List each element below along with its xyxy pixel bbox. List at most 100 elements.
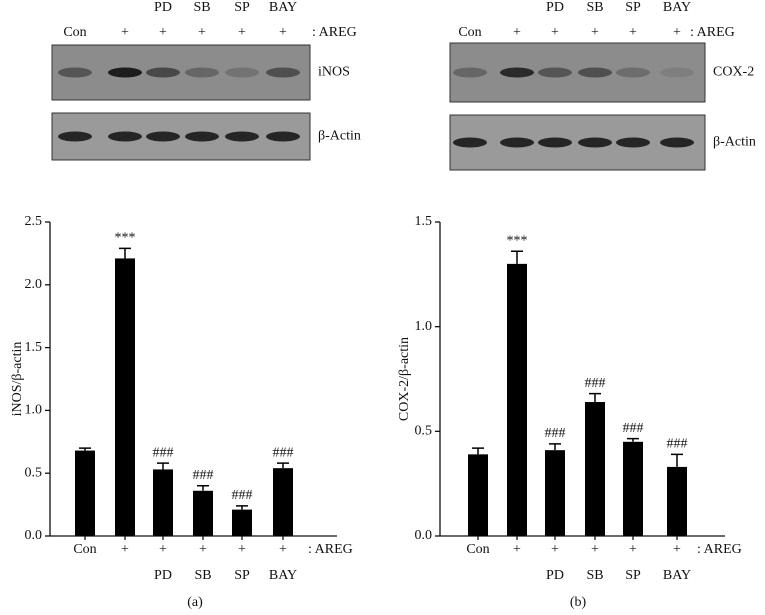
blot-band [538,137,572,148]
inhibitor-label: BAY [269,568,297,583]
blot-band [108,131,142,142]
bar [115,258,135,536]
error-bar [589,392,601,403]
treatment-label: : AREG [308,542,353,557]
lane-label: Con [63,25,86,40]
bar [193,490,213,536]
lane-label: + [513,25,521,40]
lane-inhibitor: SB [586,0,603,15]
blot-band [225,67,259,78]
y-tick-label: 2.0 [25,277,43,292]
y-tick-label: 1.5 [415,214,433,229]
panel-label: (b) [570,595,587,610]
blot-band [225,131,259,142]
blot-band [58,67,92,78]
y-tick-label: 1.0 [415,319,433,334]
significance-label: *** [507,234,528,249]
error-bar [119,247,131,259]
x-tick-label: Con [73,542,96,557]
treatment-label: : AREG [697,542,742,557]
y-tick-label: 2.5 [25,214,43,229]
y-tick-label: 0.5 [415,424,433,439]
lane-label: + [551,25,559,40]
inhibitor-label: SB [586,568,603,583]
y-tick-label: 1.0 [25,403,43,418]
protein-label: iNOS [318,65,350,80]
lane-inhibitor: SP [625,0,641,15]
blot-band [453,67,487,78]
inhibitor-label: PD [546,568,564,583]
bar [667,466,687,536]
y-tick-label: 0.0 [415,528,433,543]
blot-treatment: : AREG [312,25,357,40]
bar [153,469,173,536]
bar [545,450,565,536]
blot-band [453,137,487,148]
error-bar [511,250,523,264]
inhibitor-label: SP [234,568,250,583]
blot-band [616,137,650,148]
x-tick-label: + [159,542,167,557]
bar [232,509,252,536]
protein-label: COX-2 [713,65,754,80]
error-bar [627,437,639,442]
x-tick-label: + [279,542,287,557]
significance-label: ### [667,437,688,452]
error-bar [671,453,683,467]
y-tick-label: 0.0 [25,528,43,543]
blot-band [108,67,142,78]
error-bar [277,462,289,469]
significance-label: ### [623,421,644,436]
y-axis-label: iNOS/β-actin [10,342,25,417]
lane-inhibitor: SP [234,0,250,15]
significance-label: ### [232,488,253,503]
x-tick-label: Con [466,542,489,557]
error-bar [472,447,484,455]
lane-inhibitor: BAY [663,0,691,15]
lane-label: + [238,25,246,40]
protein-label: β-Actin [713,135,756,150]
inhibitor-label: SP [625,568,641,583]
x-tick-label: + [591,542,599,557]
x-tick-label: + [238,542,246,557]
blot-image [449,42,706,103]
lane-inhibitor: PD [546,0,564,15]
lane-label: + [121,25,129,40]
blot-band [578,137,612,148]
bar [75,450,95,536]
blot-band [660,67,694,78]
lane-label: + [279,25,287,40]
blot-band [538,67,572,78]
blot-band [185,131,219,142]
blot-band [266,131,300,142]
inhibitor-label: PD [154,568,172,583]
y-tick-label: 1.5 [25,340,43,355]
bar [585,402,605,536]
lane-inhibitor: SB [193,0,210,15]
lane-label: + [198,25,206,40]
x-tick-label: + [673,542,681,557]
y-tick-label: 0.5 [25,465,43,480]
bar [468,454,488,536]
x-tick-label: + [551,542,559,557]
blot-band [500,137,534,148]
error-bar [79,447,91,451]
lane-inhibitor: PD [154,0,172,15]
lane-label: + [673,25,681,40]
significance-label: *** [115,231,136,246]
blot-band [266,67,300,78]
significance-label: ### [545,426,566,441]
y-axis-label: COX-2/β-actin [397,337,412,421]
bar [623,441,643,536]
bar [507,263,527,536]
significance-label: ### [273,445,294,460]
lane-inhibitor: BAY [269,0,297,15]
blot-treatment: : AREG [690,25,735,40]
x-tick-label: + [629,542,637,557]
lane-label: + [159,25,167,40]
blot-band [578,67,612,78]
error-bar [236,505,248,510]
x-tick-label: + [121,542,129,557]
significance-label: ### [153,445,174,460]
